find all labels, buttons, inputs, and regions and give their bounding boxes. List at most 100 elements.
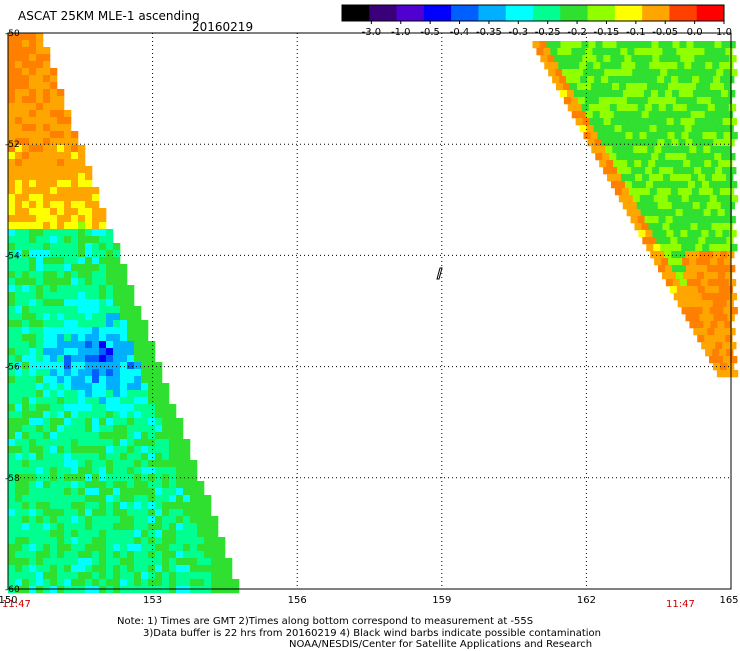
swath-cell: [657, 139, 665, 147]
swath-cell: [155, 586, 163, 594]
swath-cell: [120, 509, 128, 517]
swath-cell: [127, 530, 135, 538]
swath-cell: [127, 327, 135, 335]
swath-cell: [85, 530, 93, 538]
swath-cell: [599, 111, 608, 119]
swath-cell: [50, 89, 58, 97]
swath-cell: [36, 530, 44, 538]
swath-cell: [106, 376, 114, 384]
swath-cell: [155, 369, 163, 377]
swath-cell: [64, 278, 72, 286]
swath-cell: [71, 145, 79, 153]
swath-cell: [92, 565, 100, 573]
swath-cell: [36, 187, 44, 195]
swath-cell: [665, 216, 673, 224]
swath-cell: [134, 537, 142, 545]
swath-cell: [8, 334, 16, 342]
swath-cell: [715, 118, 723, 126]
swath-cell: [57, 425, 65, 433]
swath-cell: [78, 544, 86, 552]
swath-cell: [92, 467, 100, 475]
swath-cell: [22, 194, 30, 202]
swath-cell: [64, 565, 72, 573]
swath-cell: [50, 236, 58, 244]
swath-cell: [637, 153, 645, 161]
swath-cell: [673, 293, 682, 301]
swath-cell: [728, 265, 736, 273]
swath-cell: [22, 586, 30, 594]
swath-cell: [36, 390, 44, 398]
swath-cell: [8, 173, 16, 181]
swath-cell: [50, 285, 58, 293]
swath-cell: [78, 390, 86, 398]
swath-cell: [36, 453, 44, 461]
swath-cell: [22, 159, 30, 167]
swath-cell: [610, 118, 618, 126]
swath-cell: [730, 195, 739, 203]
swath-cell: [675, 97, 684, 105]
swath-cell: [57, 362, 65, 370]
swath-cell: [148, 425, 156, 433]
swath-cell: [22, 390, 30, 398]
swath-cell: [615, 139, 623, 147]
swath-cell: [665, 104, 674, 112]
swath-cell: [567, 41, 575, 49]
swath-cell: [85, 194, 93, 202]
swath-cell: [78, 509, 86, 517]
swath-cell: [29, 397, 37, 405]
swath-cell: [15, 404, 23, 412]
swath-cell: [134, 432, 142, 440]
swath-cell: [71, 152, 79, 160]
swath-cell: [64, 250, 72, 258]
swath-cell: [597, 69, 605, 77]
colorbar-segment: [560, 5, 589, 21]
swath-cell: [649, 188, 658, 196]
swath-cell: [99, 257, 107, 265]
swath-cell: [716, 132, 724, 140]
swath-cell: [50, 306, 58, 314]
swath-cell: [211, 565, 219, 573]
swath-cell: [691, 125, 699, 133]
swath-cell: [43, 110, 51, 118]
swath-cell: [676, 48, 684, 56]
swath-cell: [162, 390, 170, 398]
swath-cell: [638, 181, 647, 189]
swath-cell: [690, 48, 698, 56]
swath-cell: [92, 579, 100, 587]
swath-cell: [720, 251, 728, 259]
swath-cell: [36, 208, 44, 216]
swath-cell: [169, 418, 177, 426]
swath-cell: [22, 565, 30, 573]
swath-cell: [36, 54, 44, 62]
swath-cell: [127, 509, 135, 517]
swath-cell: [197, 551, 205, 559]
swath-cell: [134, 334, 142, 342]
swath-cell: [22, 82, 30, 90]
swath-cell: [36, 411, 44, 419]
swath-cell: [43, 348, 51, 356]
swath-cell: [50, 446, 58, 454]
swath-cell: [728, 216, 736, 224]
swath-cell: [612, 146, 620, 154]
swath-cell: [36, 341, 44, 349]
swath-cell: [36, 243, 44, 251]
swath-cell: [636, 139, 644, 147]
swath-cell: [728, 41, 736, 49]
swath-cell: [699, 202, 708, 210]
swath-cell: [644, 153, 652, 161]
swath-cell: [625, 132, 633, 140]
swath-cell: [106, 481, 114, 489]
swath-cell: [36, 201, 44, 209]
swath-cell: [683, 48, 691, 56]
swath-cell: [36, 264, 44, 272]
swath-cell: [92, 383, 100, 391]
swath-cell: [15, 488, 23, 496]
swath-cell: [134, 544, 142, 552]
swath-cell: [148, 586, 156, 594]
swath-cell: [120, 530, 128, 538]
swath-cell: [64, 292, 72, 300]
swath-cell: [176, 432, 184, 440]
map-frame: [7, 32, 732, 590]
swath-cell: [36, 418, 44, 426]
swath-cell: [29, 243, 37, 251]
